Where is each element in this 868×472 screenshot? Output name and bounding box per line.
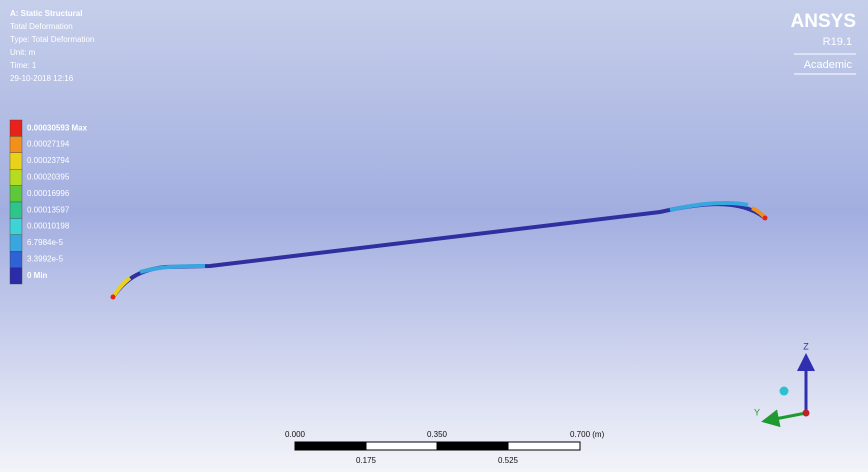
viewport: A: Static Structural Total Deformation T… [0,0,868,472]
legend-label: 0 Min [27,271,48,280]
scale-label: 0.525 [498,456,519,465]
legend-swatch [10,218,22,234]
legend-swatch [10,251,22,267]
legend-swatch [10,235,22,251]
scale-label: 0.175 [356,456,377,465]
page: {"header": {"lines": ["A: Static Structu… [0,0,868,472]
legend-swatch [10,202,22,218]
scale-segment [366,442,437,450]
beam-tip [111,295,116,300]
legend-swatch [10,169,22,185]
header-line: Total Deformation [10,22,73,31]
origin [803,410,810,417]
header-line: Type: Total Deformation [10,35,94,44]
legend-label: 3.3992e-5 [27,255,64,264]
legend-label: 0.00010198 [27,222,70,231]
header-line: Unit: m [10,48,36,57]
z-label: Z [803,341,809,351]
iso-sphere [780,387,789,396]
legend-swatch [10,153,22,169]
scale-label: 0.000 [285,430,306,439]
scale-label: 0.350 [427,430,448,439]
legend-swatch [10,120,22,136]
header-line: A: Static Structural [10,9,82,18]
background [0,0,868,472]
legend-swatch [10,136,22,152]
legend-swatch [10,186,22,202]
header-line: Time: 1 [10,61,37,70]
legend-label: 0.00013597 [27,205,70,214]
legend-label: 0.00016996 [27,189,70,198]
beam-tip [763,216,768,221]
legend-label: 0.00020395 [27,173,70,182]
legend-label: 0.00023794 [27,156,70,165]
scale-label: 0.700 (m) [570,430,605,439]
legend-label: 0.00030593 Max [27,123,88,132]
legend-label: 6.7984e-5 [27,238,64,247]
scale-segment [508,442,580,450]
legend-swatch [10,268,22,284]
logo-edition: Academic [804,59,853,71]
scale-segment [437,442,508,450]
logo-release: R19.1 [823,36,852,48]
scale-segment [295,442,366,450]
header-line: 29-10-2018 12:16 [10,74,74,83]
y-label: Y [754,407,760,417]
legend-label: 0.00027194 [27,140,70,149]
logo-brand: ANSYS [791,11,856,32]
